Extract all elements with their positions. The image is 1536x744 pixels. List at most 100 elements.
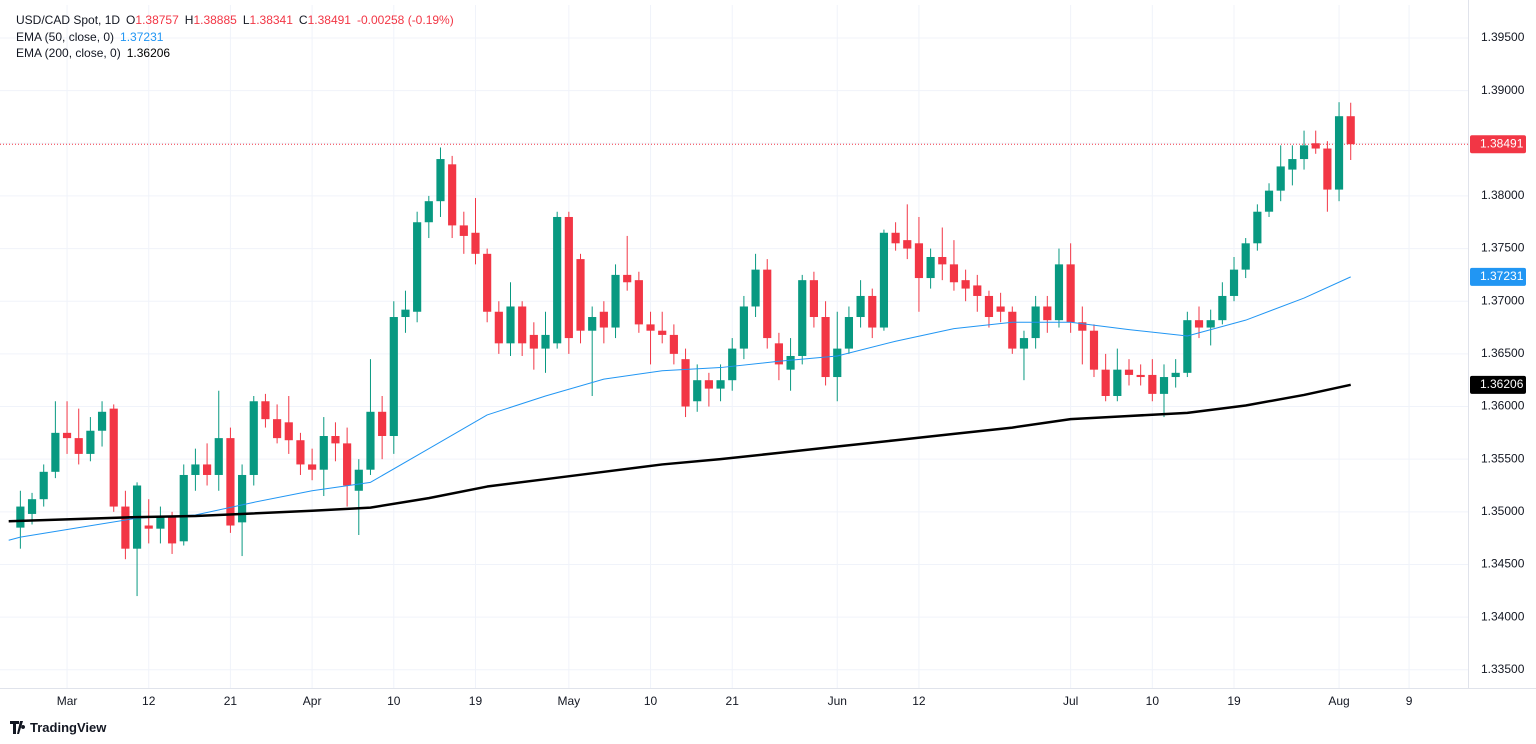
candle-body xyxy=(821,317,830,378)
candle-body xyxy=(1066,264,1075,323)
x-tick-label: Aug xyxy=(1328,694,1349,708)
y-tick-label: 1.34000 xyxy=(1481,609,1525,623)
candle-body xyxy=(506,306,515,344)
candle-body xyxy=(588,317,597,331)
x-tick-label: 21 xyxy=(224,694,238,708)
candle-body xyxy=(86,430,95,454)
candle-body xyxy=(961,280,970,289)
candle-body xyxy=(401,309,410,318)
candle-body xyxy=(833,348,842,378)
candle-body xyxy=(553,216,562,344)
candle-body xyxy=(1043,306,1052,321)
candle-body xyxy=(179,474,188,542)
y-tick-label: 1.39000 xyxy=(1481,83,1525,97)
candle-body xyxy=(856,295,865,318)
candle-body xyxy=(191,464,200,475)
y-tick-label: 1.39500 xyxy=(1481,30,1525,44)
candle-body xyxy=(203,464,212,475)
candle-body xyxy=(809,280,818,318)
candle-body xyxy=(1101,369,1110,396)
candle-body xyxy=(238,474,247,523)
y-tick-label: 1.34500 xyxy=(1481,557,1525,571)
ohlc-value: 1.38757 xyxy=(135,13,179,27)
candle-body xyxy=(914,243,924,279)
candle-body xyxy=(261,401,270,420)
x-tick-label: 10 xyxy=(1146,694,1160,708)
candle-body xyxy=(996,306,1005,312)
candle-body xyxy=(354,469,363,491)
ohlc-label: L xyxy=(242,13,250,27)
candle-body xyxy=(529,334,538,349)
candle-body xyxy=(109,408,118,507)
candle-body xyxy=(1218,295,1227,321)
candle-body xyxy=(27,499,37,514)
candle-body xyxy=(1078,322,1087,331)
ema-price-tag: 1.36206 xyxy=(1480,377,1524,391)
x-tick-label: Jun xyxy=(828,694,847,708)
candle-body xyxy=(413,222,422,312)
candle-body xyxy=(716,380,725,389)
x-tick-label: May xyxy=(558,694,581,708)
y-tick-label: 1.37500 xyxy=(1481,241,1525,255)
candle-body xyxy=(16,506,25,528)
candle-body xyxy=(1171,372,1180,378)
y-tick-label: 1.35000 xyxy=(1481,504,1525,518)
candle-body xyxy=(704,380,713,389)
candle-body xyxy=(39,471,48,500)
candle-body xyxy=(378,411,387,437)
candle-body xyxy=(273,419,282,439)
y-tick-label: 1.38000 xyxy=(1481,188,1525,202)
candle-body xyxy=(774,343,783,365)
candle-body xyxy=(1334,116,1344,190)
candle-body xyxy=(226,438,235,526)
candle-body xyxy=(1136,374,1145,378)
candle-body xyxy=(343,443,352,486)
candle-body xyxy=(1089,330,1099,370)
y-tick-label: 1.37000 xyxy=(1481,293,1525,307)
candle-body xyxy=(844,317,854,349)
candle-body xyxy=(1124,369,1134,375)
candle-body xyxy=(669,334,678,354)
candle-body xyxy=(576,259,585,331)
candle-body xyxy=(879,232,889,328)
ema-line xyxy=(8,276,1351,541)
candle-body xyxy=(623,274,632,283)
candle-body xyxy=(62,432,72,439)
candle-body xyxy=(167,517,177,544)
candle-body xyxy=(1054,264,1064,321)
candle-body xyxy=(214,438,223,475)
candle-body xyxy=(646,324,655,331)
candle-body xyxy=(681,359,690,407)
ohlc-value: 1.38885 xyxy=(193,13,237,27)
last-price-tag: 1.38491 xyxy=(1480,136,1524,150)
ema-price-tag-bg xyxy=(1470,267,1526,286)
candle-body xyxy=(483,253,492,312)
y-tick-label: 1.36500 xyxy=(1481,346,1525,360)
indicator-value: 1.36206 xyxy=(126,46,171,60)
ohlc-value: 1.38491 xyxy=(307,13,351,27)
x-tick-label: 10 xyxy=(387,694,401,708)
candle-body xyxy=(436,159,445,202)
x-tick-label: 19 xyxy=(1227,694,1241,708)
candle-body xyxy=(891,232,900,244)
indicator-value: 1.37231 xyxy=(120,29,164,44)
candle-body xyxy=(97,411,107,431)
x-tick-label: 19 xyxy=(469,694,483,708)
candle-body xyxy=(518,306,527,344)
ema-price-tag-bg xyxy=(1470,375,1526,394)
candle-body xyxy=(938,256,947,265)
candle-body xyxy=(634,280,643,325)
candle-body xyxy=(1148,374,1157,394)
symbol-title: USD/CAD Spot, 1D xyxy=(16,13,121,27)
candle-body xyxy=(541,334,550,349)
candle-body xyxy=(51,432,60,472)
candle-body xyxy=(1008,311,1017,349)
candle-body xyxy=(1019,338,1029,349)
candle-body xyxy=(763,269,772,339)
y-tick-label: 1.36000 xyxy=(1481,399,1525,413)
x-tick-label: Apr xyxy=(303,694,322,708)
x-tick-label: Mar xyxy=(57,694,78,708)
candle-body xyxy=(459,225,468,236)
candle-body xyxy=(926,256,935,279)
